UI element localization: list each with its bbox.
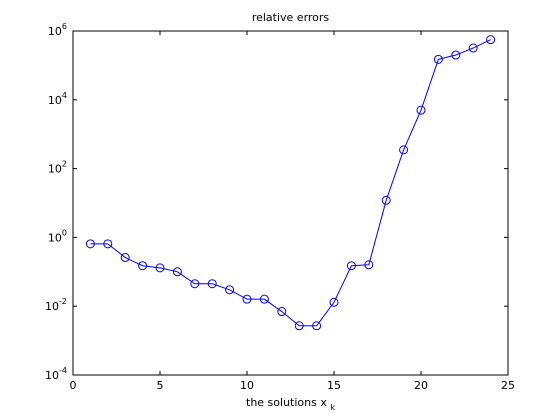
- x-tick-label: 25: [501, 379, 515, 392]
- chart-title: relative errors: [252, 11, 330, 24]
- x-axis-ticks: 0 5 10 15 20 25: [70, 31, 515, 392]
- data-point-marker: [172, 267, 182, 277]
- data-point-marker: [433, 54, 443, 64]
- y-tick-label-base: 10: [48, 94, 62, 107]
- data-point-marker: [451, 50, 461, 60]
- data-point-marker: [312, 321, 322, 331]
- y-tick-label: 100: [48, 228, 67, 244]
- y-tick-label-base: 10: [48, 231, 62, 244]
- y-tick-label-base: 10: [45, 300, 59, 313]
- data-point-marker: [120, 253, 130, 263]
- y-tick-label-exponent: -2: [59, 297, 67, 306]
- y-tick-label: 10-2: [45, 297, 67, 313]
- x-tick-label: 10: [240, 379, 254, 392]
- data-point-marker: [277, 307, 287, 317]
- data-point-marker: [294, 321, 304, 331]
- data-point-marker: [416, 105, 426, 115]
- data-point-marker: [346, 261, 356, 271]
- data-point-marker: [381, 195, 391, 205]
- y-tick-label-exponent: 0: [62, 228, 67, 237]
- data-point-marker: [468, 43, 478, 53]
- data-point-marker: [259, 294, 269, 304]
- y-tick-label: 102: [48, 160, 67, 176]
- x-tick-label: 0: [70, 379, 77, 392]
- y-tick-label-exponent: 2: [62, 160, 67, 169]
- data-point-marker: [225, 285, 235, 295]
- y-tick-label-base: 10: [45, 369, 59, 382]
- y-tick-label: 106: [48, 22, 67, 38]
- x-tick-label: 5: [157, 379, 164, 392]
- data-point-marker: [155, 263, 165, 273]
- y-tick-label-exponent: 4: [62, 91, 67, 100]
- y-tick-label-base: 10: [48, 163, 62, 176]
- x-axis-label-subscript: k: [330, 403, 335, 412]
- data-point-marker: [103, 239, 113, 249]
- series-layer: [85, 35, 496, 331]
- plot-area: [72, 30, 509, 376]
- y-tick-label-exponent: 6: [62, 22, 67, 31]
- data-point-marker: [399, 145, 409, 155]
- data-point-marker: [242, 294, 252, 304]
- data-point-marker: [138, 261, 148, 271]
- x-axis-label-main: the solutions x: [246, 396, 327, 409]
- data-point-marker: [329, 297, 339, 307]
- x-tick-label: 15: [327, 379, 341, 392]
- series-line: [90, 39, 491, 327]
- data-point-marker: [190, 279, 200, 289]
- data-point-marker: [364, 260, 374, 270]
- data-point-marker: [85, 239, 95, 249]
- y-tick-label: 10-4: [45, 366, 67, 382]
- x-axis-label: the solutions x k: [246, 396, 335, 412]
- y-tick-label-base: 10: [48, 25, 62, 38]
- x-tick-label: 20: [414, 379, 428, 392]
- y-tick-label: 104: [48, 91, 67, 107]
- data-point-marker: [486, 35, 496, 45]
- y-tick-label-exponent: -4: [59, 366, 67, 375]
- data-point-marker: [207, 279, 217, 289]
